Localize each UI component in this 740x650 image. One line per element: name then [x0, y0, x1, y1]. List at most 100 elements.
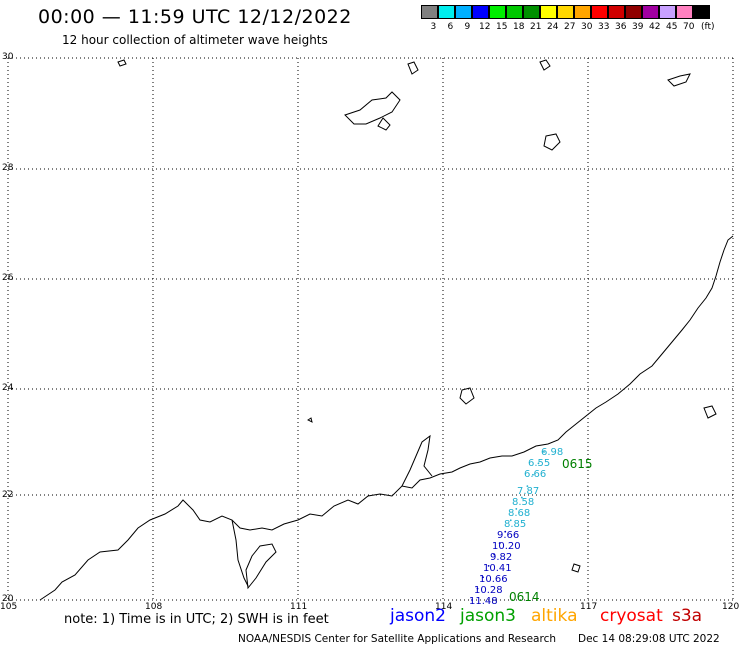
- coastline: [39, 59, 734, 601]
- swh-value: 8.85: [504, 519, 527, 530]
- satellite-cryosat: cryosat: [600, 606, 663, 626]
- swh-value: 8.58: [512, 497, 535, 508]
- swh-value: 7.87: [517, 486, 540, 497]
- footer-note: note: 1) Time is in UTC; 2) SWH is in fe…: [64, 612, 329, 627]
- observation-point: [504, 530, 507, 533]
- observation-point: [498, 542, 501, 544]
- legend-color-box: [455, 5, 472, 19]
- lon-label: 114: [435, 602, 453, 612]
- map-subtitle: 12 hour collection of altimeter wave hei…: [62, 33, 328, 47]
- observation-point: [526, 485, 529, 488]
- coastline-leizhou: [231, 519, 249, 587]
- coastline-island: [117, 59, 127, 67]
- legend-label: 3: [430, 22, 437, 32]
- swh-value: 11.48: [469, 596, 498, 607]
- lon-label: 120: [722, 602, 740, 612]
- coastline-island: [307, 417, 313, 423]
- legend-color-box: [438, 5, 455, 19]
- legend-color-box: [608, 5, 625, 19]
- coastline-island: [407, 61, 419, 75]
- legend-color-box: [523, 5, 540, 19]
- legend-color-box: [489, 5, 506, 19]
- lat-label: 28: [2, 163, 14, 173]
- legend-color-box: [693, 5, 710, 19]
- lat-label: 20: [2, 594, 14, 604]
- legend-label: 27: [564, 22, 576, 32]
- swh-value: 10.28: [474, 585, 503, 596]
- satellite-altika: altika: [531, 606, 578, 626]
- swh-value: 9.66: [497, 530, 520, 541]
- observation-point: [487, 564, 490, 567]
- observation-point: [476, 587, 479, 590]
- coastline-island: [459, 387, 475, 405]
- lat-label: 22: [2, 490, 14, 500]
- observation-track: [471, 451, 545, 601]
- credit-text: NOAA/NESDIS Center for Satellite Applica…: [238, 633, 556, 645]
- map-title: 00:00 — 11:59 UTC 12/12/2022: [38, 6, 352, 28]
- swh-value: 8.68: [508, 508, 531, 519]
- coastline-mainland: [39, 235, 734, 601]
- legend-label: 39: [632, 22, 644, 32]
- lat-label: 30: [2, 52, 14, 62]
- legend-label: 45: [666, 22, 678, 32]
- legend-label: 21: [530, 22, 542, 32]
- observation-point: [537, 462, 540, 465]
- observation-point: [532, 473, 534, 476]
- legend-color-box: [540, 5, 557, 19]
- lon-label: 111: [290, 602, 308, 612]
- observation-point: [493, 553, 496, 556]
- pass-label: 0615: [562, 457, 593, 471]
- observation-point: [520, 496, 523, 499]
- observation-point: [543, 451, 545, 453]
- legend-label: 18: [513, 22, 525, 32]
- coastline-island: [377, 117, 391, 131]
- swh-value: 6.66: [524, 469, 547, 480]
- coastline-island: [344, 91, 401, 125]
- legend-color-box: [659, 5, 676, 19]
- satellite-s3a: s3a: [672, 606, 703, 626]
- legend-label: 15: [496, 22, 508, 32]
- legend-label: 33: [598, 22, 610, 32]
- legend-color-box: [625, 5, 642, 19]
- observation-point: [482, 576, 484, 579]
- legend-label: 24: [547, 22, 559, 32]
- legend-unit: (ft): [701, 22, 715, 32]
- generated-timestamp: Dec 14 08:29:08 UTC 2022: [578, 633, 720, 645]
- legend-color-box: [506, 5, 523, 19]
- swh-value: 6.98: [541, 447, 564, 458]
- swh-value: 6.55: [528, 458, 551, 469]
- legend-label: 70: [683, 22, 695, 32]
- coastline-island: [667, 73, 691, 87]
- legend-label: 9: [464, 22, 471, 32]
- legend-label: 12: [479, 22, 491, 32]
- coastline-island: [539, 59, 551, 71]
- legend-color-box: [642, 5, 659, 19]
- coastline-island: [571, 563, 581, 573]
- coastline-hainan: [245, 543, 277, 590]
- legend-color-box: [676, 5, 693, 19]
- swh-value: 9.82: [490, 552, 513, 563]
- legend-label: 30: [581, 22, 593, 32]
- satellite-jason3: jason3: [460, 606, 516, 626]
- observation-point: [471, 599, 473, 601]
- swh-value: 10.66: [479, 574, 508, 585]
- swh-value: 10.20: [492, 541, 521, 552]
- lat-label: 24: [2, 383, 14, 393]
- pass-label: 0614: [509, 590, 540, 604]
- coastline-pearl-river: [401, 434, 433, 487]
- observation-point: [509, 519, 512, 522]
- legend-color-box: [472, 5, 489, 19]
- lon-label: 105: [0, 602, 18, 612]
- satellite-jason2: jason2: [390, 606, 446, 626]
- legend-color-box: [574, 5, 591, 19]
- lat-lon-grid: [7, 57, 734, 601]
- legend-color-box: [421, 5, 438, 19]
- lon-label: 108: [145, 602, 163, 612]
- legend-label: 36: [615, 22, 627, 32]
- lon-label: 117: [580, 602, 598, 612]
- lat-label: 26: [2, 273, 14, 283]
- observation-point: [515, 508, 518, 510]
- coastline-island: [703, 405, 717, 419]
- legend-label: 42: [649, 22, 661, 32]
